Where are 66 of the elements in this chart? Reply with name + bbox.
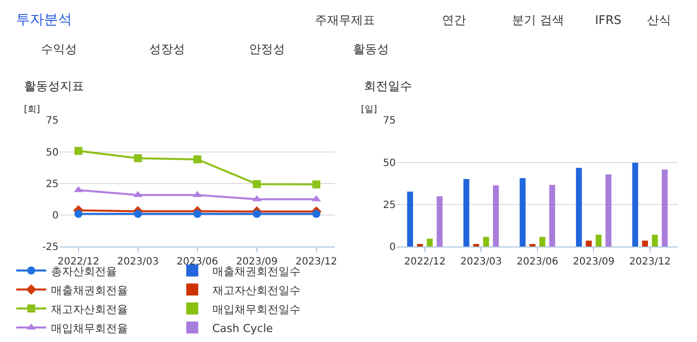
bar [483,236,490,247]
bar [662,170,668,247]
point [312,180,320,188]
text: 연간 [442,13,466,27]
legend-label: 매입채무회전일수 [212,302,300,316]
y-tick-label: 75 [382,116,396,127]
point [252,180,261,188]
point [312,210,320,218]
x-tick-label: 2023/09 [572,256,614,268]
bar [652,234,658,247]
text: IFRS [595,13,622,27]
y-tick-label: 25 [46,178,59,190]
point [193,210,202,218]
x-tick-label: 2023/03 [117,256,159,268]
text: 주재무제표 [315,13,375,27]
bar [463,178,470,247]
x-tick-label: 2023/03 [460,256,502,268]
text: 수익성 [41,42,77,56]
bar [492,185,499,247]
y-tick-label: 50 [46,147,59,158]
bar [530,244,536,247]
legend-label: 재고자산회전율 [51,302,128,316]
point [74,210,82,218]
text: 검색 [540,13,564,27]
point [74,146,82,155]
text: 안정성 [249,42,285,56]
text: 활동성 [353,42,389,56]
text: 분기 [512,13,536,27]
y-tick-label: 75 [46,116,59,127]
y-tick-label: 25 [382,200,396,211]
y-tick-label: 0 [389,242,396,254]
bar [416,244,423,247]
y-tick-label: -25 [42,242,59,254]
legend-label: 매출채권회전율 [51,284,128,297]
bar [549,184,556,247]
bar [606,174,612,247]
bar [596,234,602,247]
legend-label: Cash Cycle [212,322,274,335]
bar [520,178,526,247]
point [134,210,142,218]
bar [539,236,546,247]
y-axis-title: [회] [24,105,40,115]
bar [426,238,433,247]
bar [473,244,480,247]
bar [586,240,592,247]
bar [407,192,414,247]
point [134,154,142,162]
legend-label: 재고자산회전일수 [212,284,300,297]
text: 투자분석 [16,12,72,28]
y-tick-label: 50 [382,158,396,169]
y-tick-label: 0 [52,210,59,222]
point [193,155,202,164]
x-tick-label: 2023/06 [516,256,558,268]
chart-title: 활동성지표 [24,79,84,93]
text: 산식 [647,13,671,27]
point [252,210,261,218]
chart-title: 회전일수 [364,79,412,93]
x-tick-label: 2022/12 [404,256,446,268]
text: 성장성 [149,42,185,56]
bar [632,162,638,247]
legend-label: 매입채무회전율 [51,322,128,335]
bar [436,196,443,247]
bar [576,168,582,247]
y-axis-title: [일] [361,105,378,115]
x-tick-label: 2023/12 [629,256,671,268]
bar [642,240,648,247]
